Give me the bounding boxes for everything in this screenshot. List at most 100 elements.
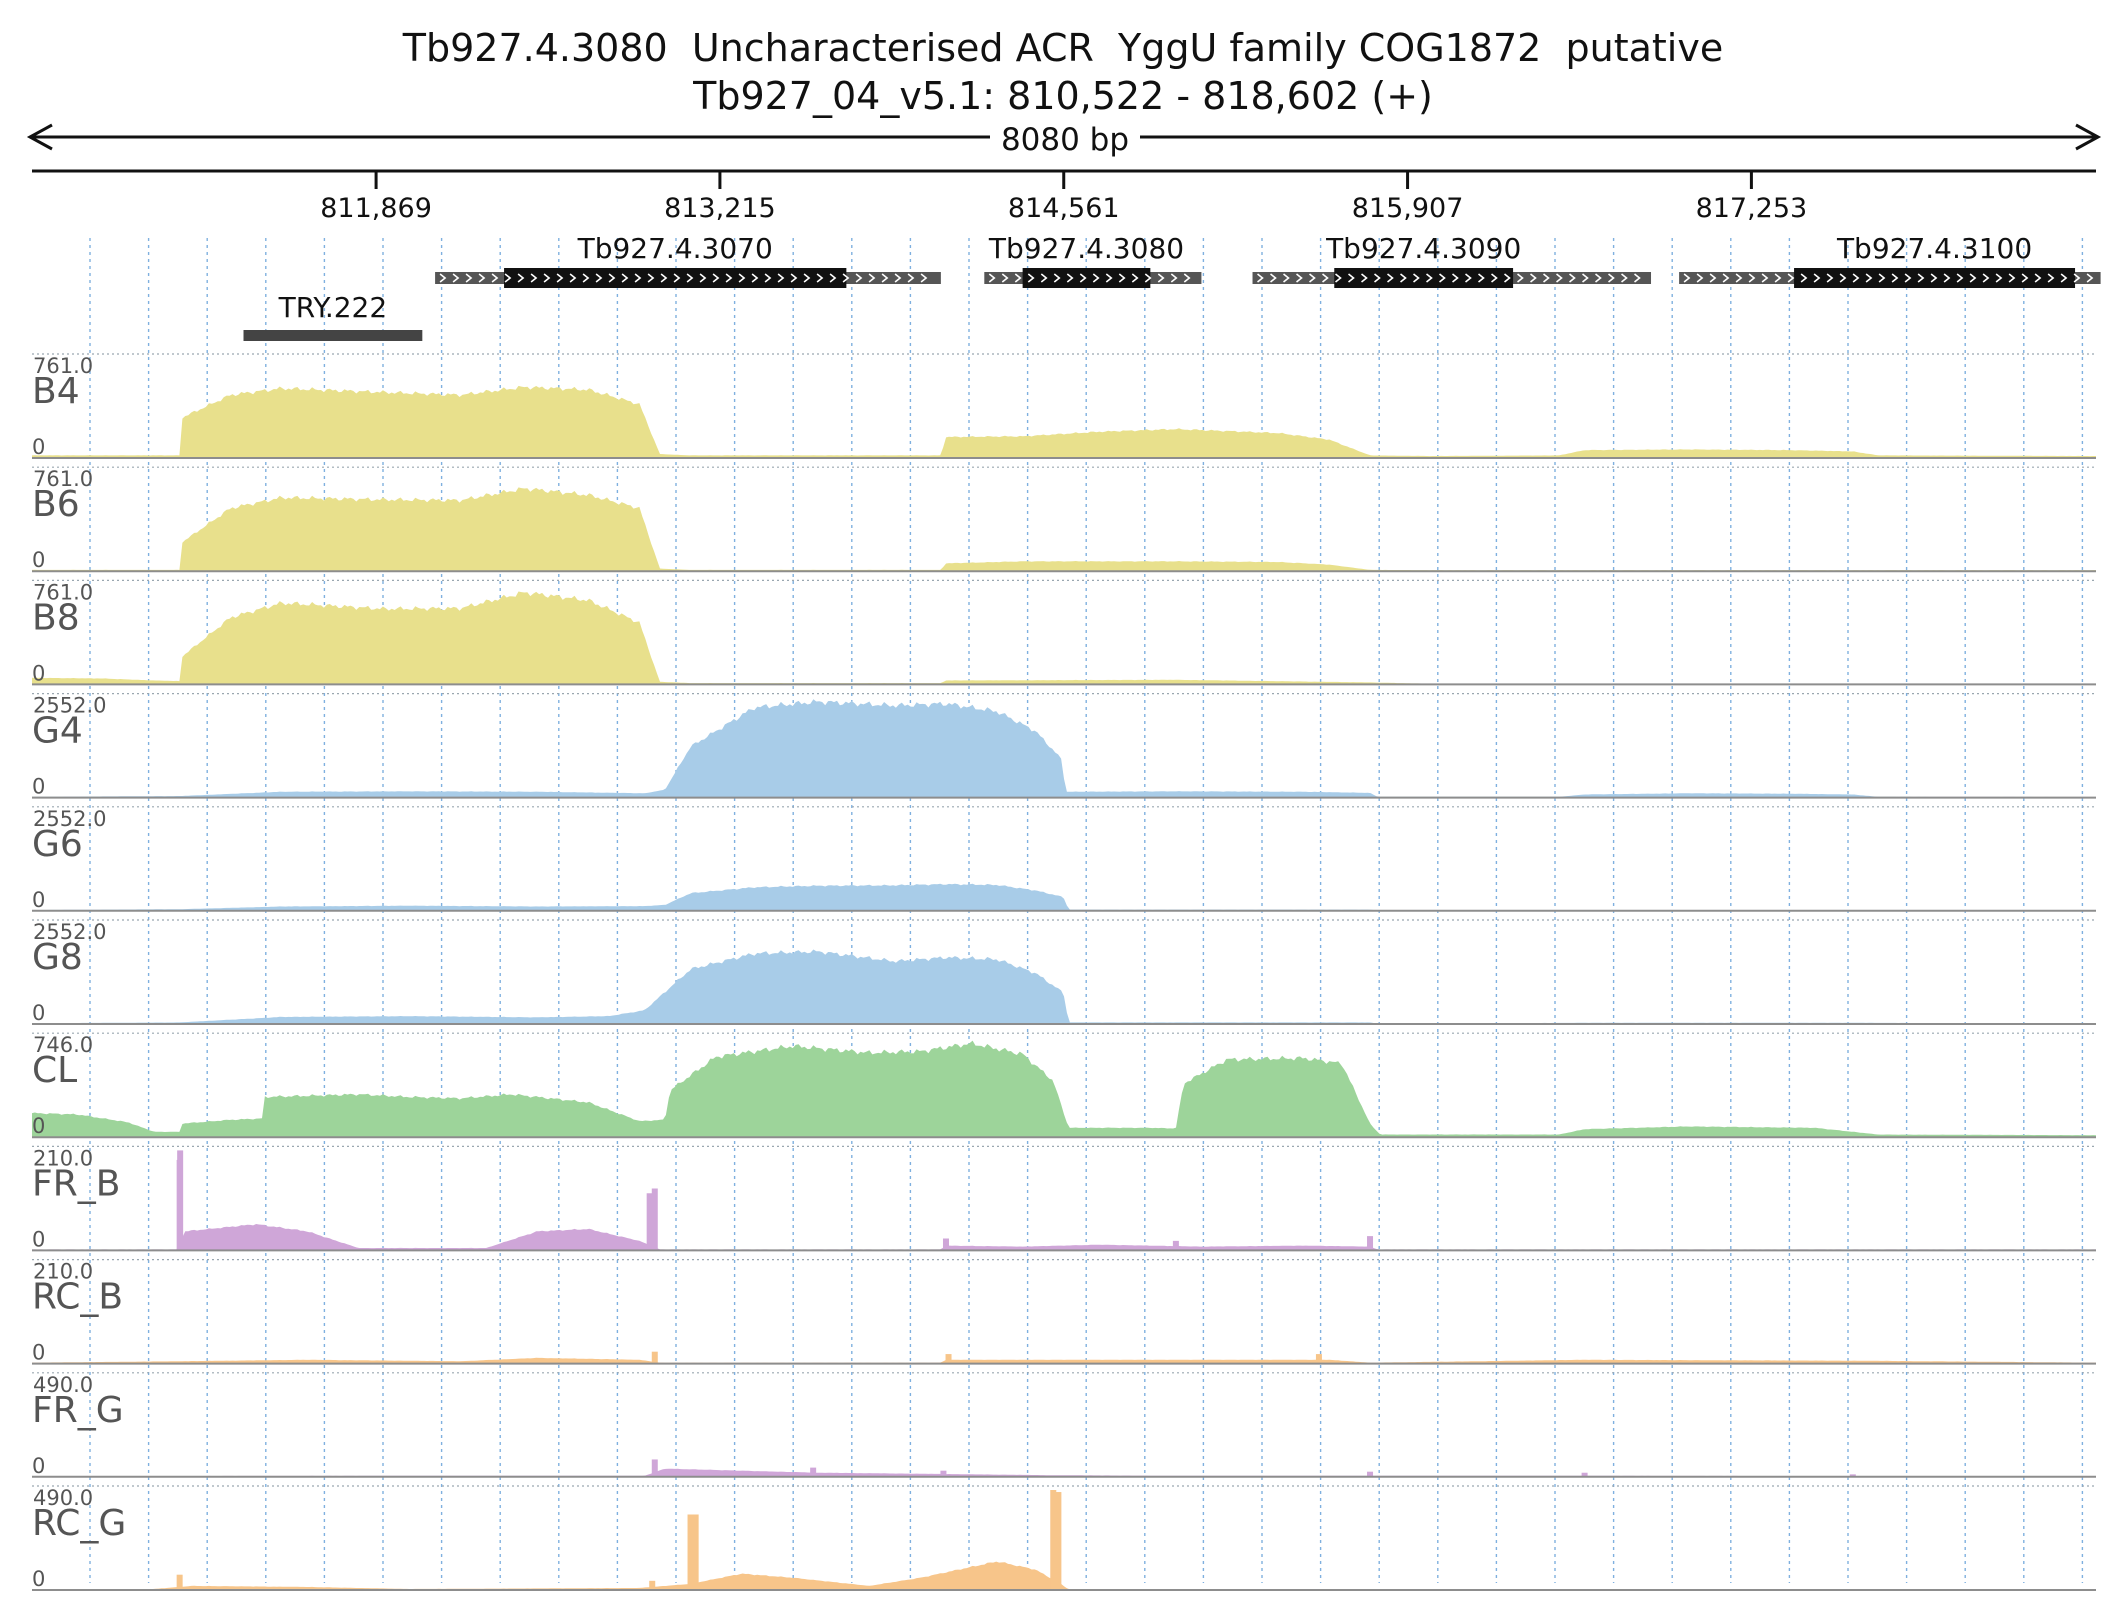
- strand-arrow: [2086, 273, 2094, 283]
- strand-arrow: [556, 273, 564, 283]
- coverage-spike: [940, 1470, 947, 1477]
- coverage-track-b6: 761.0B6 0: [32, 466, 2096, 573]
- strand-arrow: [829, 273, 837, 283]
- track-name: CL: [32, 1050, 77, 1091]
- strand-arrow: [634, 273, 642, 283]
- track-max-label: 2552.0: [33, 694, 106, 718]
- track-max-label: 761.0: [33, 580, 93, 604]
- track-min-label: 0: [32, 1341, 45, 1365]
- strand-arrow: [1387, 273, 1394, 283]
- strand-arrow: [816, 273, 824, 283]
- track-min-label: 0: [32, 888, 45, 912]
- strand-arrow: [777, 273, 785, 283]
- strand-arrow: [1270, 273, 1277, 283]
- coverage-spike: [1172, 1240, 1179, 1251]
- strand-arrow: [1491, 273, 1498, 283]
- strand-arrow: [2008, 273, 2016, 283]
- strand-arrow: [1995, 273, 2003, 283]
- span-label: 8080 bp: [1001, 122, 1129, 158]
- span-arrow-right: [2075, 123, 2102, 151]
- gene-label: Tb927.4.3070: [577, 232, 773, 265]
- strand-arrow: [504, 273, 512, 283]
- coverage-area: [32, 883, 2096, 911]
- track-min-label: 0: [32, 1001, 45, 1025]
- chart-location: Tb927_04_v5.1: 810,522 - 818,602 (+): [693, 74, 1433, 118]
- strand-arrow: [1027, 273, 1035, 283]
- strand-arrow: [1283, 273, 1290, 283]
- track-name: RC_B: [32, 1277, 123, 1318]
- strand-arrow: [1878, 273, 1886, 283]
- coverage-spike: [1315, 1354, 1322, 1364]
- strand-arrow: [530, 273, 538, 283]
- strand-arrow: [1865, 273, 1873, 283]
- coverage-track-rc-b: 210.0RC_B 0: [32, 1258, 2096, 1365]
- strand-arrow: [1066, 273, 1074, 283]
- coverage-spike: [649, 1580, 656, 1590]
- span-label-bg: [990, 120, 1140, 156]
- coverage-spike: [176, 1574, 183, 1590]
- coverage-area: [32, 591, 2096, 685]
- strand-arrow: [1092, 273, 1100, 283]
- coverage-track-g8: 2552.0G8 0: [32, 919, 2096, 1025]
- track-max-label: 490.0: [33, 1486, 93, 1510]
- gene-label: Tb927.4.3080: [988, 232, 1184, 265]
- strand-arrow: [686, 273, 694, 283]
- coverage-area: [32, 487, 2096, 572]
- strand-arrow: [1374, 273, 1381, 283]
- strand-arrow: [1131, 273, 1139, 283]
- strand-arrow: [988, 273, 996, 283]
- strand-arrow: [647, 273, 655, 283]
- coverage-spike: [1050, 1490, 1057, 1590]
- coverage-track-fr-b: 210.0FR_B 0: [32, 1145, 2096, 1252]
- strand-arrow: [1413, 273, 1420, 283]
- track-name: FR_B: [32, 1163, 120, 1204]
- coverage-area: [32, 1040, 2096, 1138]
- strand-arrow: [1826, 273, 1834, 283]
- x-tick-label: 811,869: [320, 193, 432, 224]
- strand-arrow: [868, 273, 876, 283]
- strand-arrow: [1800, 273, 1808, 283]
- track-name: RC_G: [32, 1503, 126, 1544]
- strand-arrow: [699, 273, 707, 283]
- strand-arrow: [1930, 273, 1938, 283]
- strand-arrow: [1144, 273, 1152, 283]
- strand-arrow: [803, 273, 811, 283]
- span-arrow-left: [26, 123, 53, 151]
- x-tick-label: 814,561: [1008, 193, 1120, 224]
- track-name: B4: [32, 371, 80, 412]
- strand-arrow: [673, 273, 681, 283]
- strand-arrow: [1787, 273, 1795, 283]
- track-name: G6: [32, 824, 83, 865]
- strand-arrow: [920, 273, 928, 283]
- strand-arrow: [2047, 273, 2055, 283]
- coverage-tracks: 761.0B40761.0B60761.0B802552.0G402552.0G…: [32, 353, 2096, 1591]
- strand-arrow: [660, 273, 668, 283]
- strand-arrow: [1040, 273, 1048, 283]
- coverage-track-b8: 761.0B8 0: [32, 579, 2096, 686]
- coverage-area: [32, 1468, 2096, 1477]
- strand-arrow: [439, 273, 447, 283]
- strand-arrow: [1904, 273, 1912, 283]
- strand-arrow: [855, 273, 863, 283]
- coverage-track-g6: 2552.0G6 0: [32, 806, 2096, 912]
- coverage-spike: [692, 1514, 699, 1590]
- strand-arrow: [1157, 273, 1165, 283]
- strand-arrow: [2021, 273, 2029, 283]
- gene-track: Tb927.4.3070 Tb927.4.3080 Tb927.4.3090 Tb92…: [243, 232, 2101, 341]
- track-max-label: 210.0: [33, 1146, 93, 1170]
- coverage-area: [32, 699, 2096, 798]
- track-min-label: 0: [32, 1114, 45, 1138]
- coverage-spike: [1367, 1236, 1374, 1251]
- strand-arrow: [2060, 273, 2068, 283]
- ruler: 8080 bp 811,869 813,215 814,561 815,907 817,…: [26, 120, 2102, 224]
- strand-arrow: [894, 273, 902, 283]
- strand-arrow: [1426, 273, 1433, 283]
- coverage-area: [32, 949, 2096, 1024]
- strand-arrow: [1439, 273, 1446, 283]
- strand-arrow: [1621, 273, 1628, 283]
- strand-arrow: [1105, 273, 1113, 283]
- strand-arrow: [1322, 273, 1329, 283]
- coverage-area: [32, 1357, 2096, 1364]
- strand-arrow: [1696, 273, 1704, 283]
